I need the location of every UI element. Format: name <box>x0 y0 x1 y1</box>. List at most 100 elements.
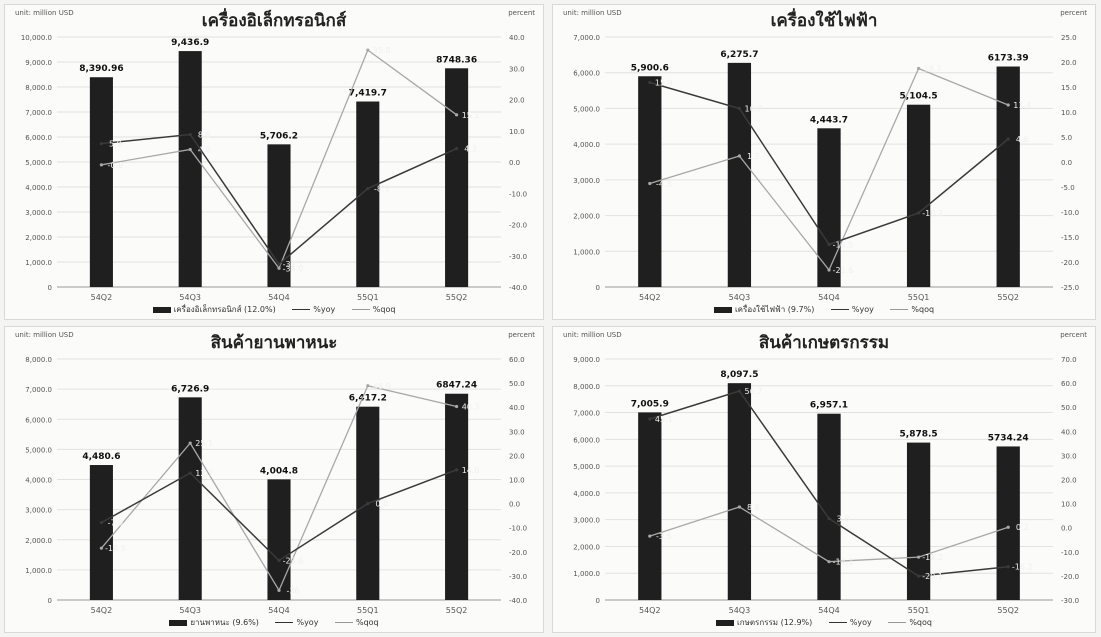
y2-tick-label: 0.0 <box>1061 159 1072 167</box>
y-tick-label: 1,000.0 <box>573 570 600 578</box>
yoy-line-point <box>917 211 921 215</box>
y-tick-label: 2,000.0 <box>25 537 52 545</box>
y2-tick-label: -40.0 <box>509 284 527 292</box>
y2-tick-label: 70.0 <box>1061 356 1077 364</box>
yoy-line-point <box>737 106 741 111</box>
chart-plot: 0 1,000.0 2,000.0 3,000.0 4,000.0 5,000.0 6,00… <box>25 356 527 615</box>
y2-tick-label: -20.0 <box>509 549 527 557</box>
x-tick-label: 54Q2 <box>639 293 661 302</box>
y2-tick-label: -30.0 <box>509 573 527 581</box>
yoy-line-data-label: 4.6 <box>1016 135 1029 144</box>
y2-tick-label: -20.0 <box>1061 573 1079 581</box>
y2-tick-label: -30.0 <box>1061 597 1079 605</box>
yoy-line-data-label: 10.7 <box>744 105 762 114</box>
y2-tick-label: -10.0 <box>509 190 527 198</box>
qoq-line-data-label: 0.2 <box>1016 523 1029 532</box>
yoy-line-data-label: 12.7 <box>195 469 213 478</box>
bar <box>267 479 291 600</box>
y-tick-label: 6,000.0 <box>573 436 600 444</box>
qoq-line-point <box>1006 103 1010 107</box>
bar-value-label: 6,957.1 <box>810 401 848 411</box>
x-tick-label: 55Q1 <box>357 606 379 615</box>
legend-swatch-qoq <box>890 309 909 310</box>
legend-swatch-qoq <box>351 309 370 310</box>
bar <box>356 101 380 287</box>
chart-panel-vehicles: สินค้ายานพาหนะ unit: million USD percent… <box>4 326 544 633</box>
x-tick-label: 55Q2 <box>997 606 1019 615</box>
unit-label: unit: million USD <box>563 331 622 339</box>
yoy-line-data-label: 0.0 <box>375 500 388 509</box>
legend-swatch-bar <box>152 306 171 313</box>
y2-tick-label: 60.0 <box>509 356 525 364</box>
qoq-line-data-label: 48.9 <box>373 382 391 391</box>
bar <box>727 62 752 287</box>
yoy-line-data-label: -20.1 <box>922 572 943 581</box>
legend-label: ยานพาหนะ (9.6%) <box>190 618 259 627</box>
y-tick-label: 7,000.0 <box>573 410 600 418</box>
bar-value-label: 6173.39 <box>988 54 1029 64</box>
bar <box>638 76 662 287</box>
yoy-line-point <box>188 132 192 137</box>
y-tick-label: 1,000.0 <box>25 259 52 267</box>
qoq-line-point <box>277 266 281 270</box>
x-tick-label: 54Q3 <box>729 606 751 615</box>
chart-plot: 0 1,000.0 2,000.0 3,000.0 4,000.0 5,000.0 6,00… <box>21 34 527 302</box>
legend: เครื่องใช้ไฟฟ้า (9.7%) %yoy %qoq <box>553 303 1095 316</box>
y2-tick-label: 60.0 <box>1061 380 1077 388</box>
qoq-line-data-label: -4.3 <box>656 180 672 189</box>
yoy-line-point <box>277 558 281 563</box>
qoq-line-data-label: -14.1 <box>833 558 854 567</box>
qoq-line-point <box>277 588 281 592</box>
y-tick-label: 6,000.0 <box>573 70 600 78</box>
yoy-line-data-label: -32.7 <box>283 260 304 269</box>
legend-label: %qoq <box>355 618 379 627</box>
x-tick-label: 54Q4 <box>818 293 840 302</box>
yoy-line-data-label: 14.0 <box>462 466 480 475</box>
qoq-line-point <box>917 555 921 559</box>
yoy-line-point <box>827 242 831 247</box>
y-tick-label: 7,000.0 <box>25 386 52 394</box>
bar <box>445 68 469 287</box>
y2-tick-label: 50.0 <box>509 380 525 388</box>
bar-value-label: 4,443.7 <box>810 115 848 125</box>
x-tick-label: 54Q2 <box>91 293 113 302</box>
yoy-line-data-label: 56.7 <box>744 387 762 396</box>
qoq-line-data-label: 18.7 <box>924 65 942 74</box>
y2-tick-label: 25.0 <box>1061 34 1077 42</box>
yoy-line-data-label: 3.8 <box>837 515 850 524</box>
legend-swatch-yoy <box>830 309 849 310</box>
y-tick-label: 9,000.0 <box>573 356 600 364</box>
bar-value-label: 5,706.2 <box>260 131 298 141</box>
y-tick-label: 2,000.0 <box>573 543 600 551</box>
x-tick-label: 54Q2 <box>639 606 661 615</box>
qoq-line-point <box>648 181 652 186</box>
y2-tick-label: 5.0 <box>1061 134 1072 142</box>
x-tick-label: 54Q4 <box>818 606 840 615</box>
y2-tick-label: 40.0 <box>509 34 525 42</box>
y2-tick-label: 0.0 <box>509 501 520 509</box>
legend-swatch-qoq <box>888 622 907 623</box>
qoq-line-point <box>827 560 831 564</box>
qoq-line-point <box>1006 525 1010 529</box>
legend: ยานพาหนะ (9.6%) %yoy %qoq <box>5 616 543 629</box>
y2-tick-label: -25.0 <box>1061 284 1079 292</box>
qoq-line-point <box>366 48 370 52</box>
yoy-line-point <box>1006 565 1010 569</box>
y-tick-label: 9,000.0 <box>25 59 52 67</box>
y2-tick-label: 40.0 <box>1061 428 1077 436</box>
bar-value-label: 5,878.5 <box>900 430 938 440</box>
y-tick-label: 10,000.0 <box>21 34 52 42</box>
yoy-line-point <box>455 468 459 472</box>
qoq-line-point <box>188 147 192 152</box>
y2-tick-label: 20.0 <box>1061 477 1077 485</box>
y-tick-label: 8,000.0 <box>573 383 600 391</box>
chart-panel-electronics: เครื่องอิเล็กทรอนิกส์ unit: million USD … <box>4 4 544 320</box>
x-tick-label: 54Q4 <box>268 293 290 302</box>
x-tick-label: 55Q2 <box>446 606 468 615</box>
bar <box>906 104 931 287</box>
bar <box>445 393 469 600</box>
qoq-line-data-label: -12.2 <box>922 553 943 562</box>
legend-label: %yoy <box>313 305 336 314</box>
y2-tick-label: 20.0 <box>1061 59 1077 67</box>
